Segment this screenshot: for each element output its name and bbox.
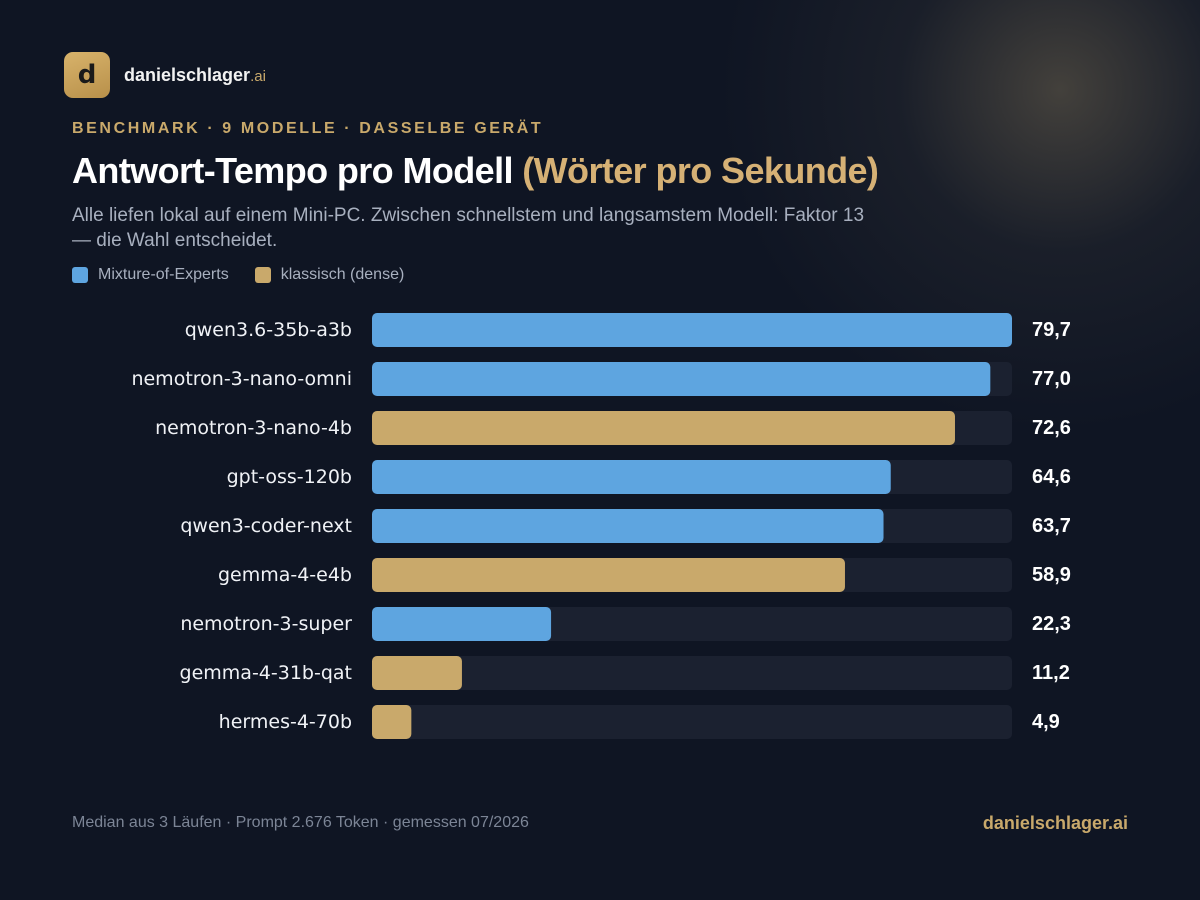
- brand-name-main: danielschlager: [124, 64, 251, 85]
- eyebrow-label: BENCHMARK · 9 MODELLE · DASSELBE GERÄT: [72, 120, 544, 137]
- bar: [372, 558, 845, 592]
- brand-name-tld: .ai: [250, 67, 266, 85]
- legend-swatch-moe: [72, 267, 88, 283]
- category-label: nemotron-3-nano-omni: [131, 368, 352, 390]
- category-label: gemma-4-e4b: [218, 564, 352, 586]
- bar-track: [372, 705, 1012, 739]
- category-label: qwen3-coder-next: [180, 515, 352, 537]
- bar: [372, 460, 891, 494]
- value-label: 4,9: [1032, 711, 1060, 733]
- bar: [372, 362, 991, 396]
- category-label: hermes-4-70b: [219, 711, 352, 733]
- value-label: 11,2: [1032, 662, 1070, 684]
- category-label: nemotron-3-super: [180, 613, 352, 635]
- value-label: 22,3: [1032, 613, 1071, 635]
- value-label: 64,6: [1032, 466, 1071, 488]
- footer-note: Median aus 3 Läufen · Prompt 2.676 Token…: [72, 814, 529, 831]
- bar: [372, 411, 955, 445]
- category-label: gpt-oss-120b: [227, 466, 352, 488]
- value-label: 63,7: [1032, 515, 1071, 537]
- legend-label-moe: Mixture-of-Experts: [98, 266, 229, 283]
- value-label: 77,0: [1032, 368, 1071, 390]
- chart-legend: Mixture-of-Experts klassisch (dense): [72, 266, 430, 284]
- value-label: 79,7: [1032, 319, 1071, 341]
- legend-item-moe: Mixture-of-Experts: [72, 266, 229, 284]
- value-label: 58,9: [1032, 564, 1071, 586]
- bar: [372, 607, 552, 641]
- chart-title-unit: (Wörter pro Sekunde): [522, 150, 879, 191]
- category-label: gemma-4-31b-qat: [180, 662, 352, 684]
- bar: [372, 313, 1012, 347]
- footer-brand[interactable]: danielschlager.ai: [982, 813, 1128, 833]
- chart-title-main: Antwort-Tempo pro Modell: [72, 150, 513, 191]
- chart-title: Antwort-Tempo pro Modell (Wörter pro Sek…: [72, 150, 879, 192]
- bar-track: [372, 656, 1012, 690]
- value-label: 72,6: [1032, 417, 1071, 439]
- bar: [372, 509, 884, 543]
- legend-label-dense: klassisch (dense): [280, 266, 405, 283]
- brand-name: danielschlager.ai: [124, 65, 266, 86]
- logo-badge: d: [64, 52, 110, 98]
- brand-header: d danielschlager.ai: [64, 51, 266, 99]
- chart-subtitle: Alle liefen lokal auf einem Mini-PC. Zwi…: [72, 205, 865, 251]
- legend-item-dense: klassisch (dense): [254, 266, 405, 284]
- category-label: qwen3.6-35b-a3b: [185, 319, 352, 341]
- bar: [372, 656, 462, 690]
- category-label: nemotron-3-nano-4b: [155, 417, 352, 439]
- bar: [372, 705, 412, 739]
- legend-swatch-dense: [254, 267, 271, 283]
